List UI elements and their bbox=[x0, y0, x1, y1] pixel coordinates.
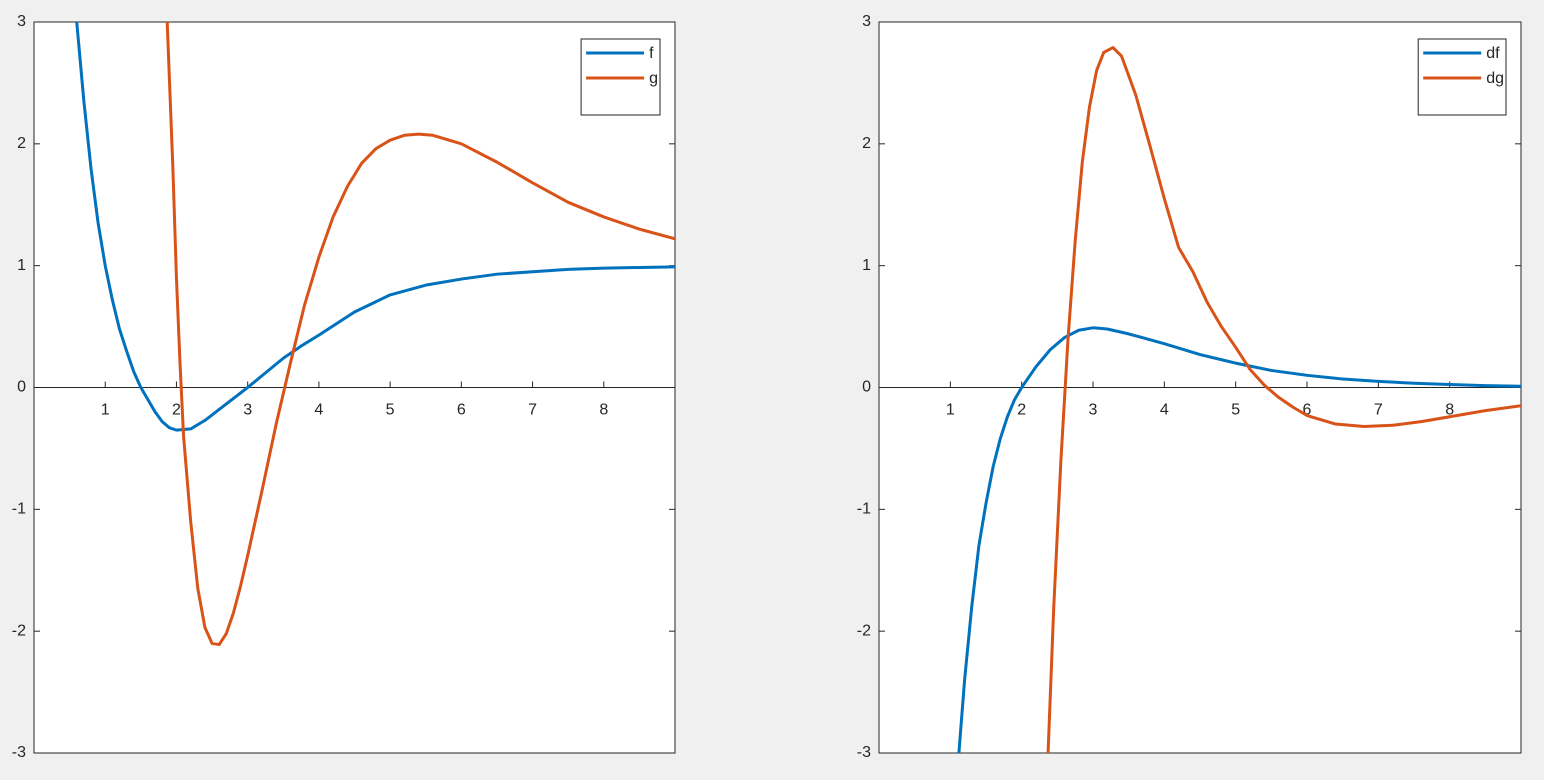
y-tick-label: -3 bbox=[12, 744, 26, 761]
x-tick-label: 6 bbox=[1303, 402, 1312, 419]
x-tick-label: 6 bbox=[457, 402, 466, 419]
legend-label: g bbox=[649, 70, 658, 87]
plot-lines bbox=[957, 46, 1521, 753]
axes: -3 -2 -1 0 1 2 3 1 2 3 4 5 6 7 8 fg bbox=[12, 13, 676, 761]
series-line bbox=[1046, 46, 1521, 753]
plot-lines bbox=[75, 22, 675, 647]
x-tick-label: 1 bbox=[946, 402, 955, 419]
y-tick-label: 2 bbox=[862, 135, 871, 152]
x-tick-label: 2 bbox=[172, 402, 181, 419]
series-line bbox=[165, 22, 675, 647]
x-tick-label: 2 bbox=[1017, 402, 1026, 419]
legend-label: f bbox=[649, 45, 654, 62]
legend-label: df bbox=[1486, 45, 1500, 62]
y-tick-label: 0 bbox=[17, 379, 26, 396]
series-line bbox=[957, 326, 1521, 753]
x-tick-label: 7 bbox=[1374, 402, 1383, 419]
y-tick-label: 0 bbox=[862, 379, 871, 396]
legend: df dg bbox=[1417, 38, 1507, 116]
x-tick-label: 1 bbox=[101, 402, 110, 419]
series-line bbox=[75, 22, 675, 432]
legend-label: dg bbox=[1486, 70, 1504, 87]
y-tick-label: -1 bbox=[12, 501, 26, 518]
y-tick-label: 2 bbox=[17, 135, 26, 152]
x-tick-label: 4 bbox=[314, 402, 323, 419]
x-tick-label: 8 bbox=[599, 402, 608, 419]
x-tick-label: 3 bbox=[1089, 402, 1098, 419]
y-tick-label: -2 bbox=[857, 622, 871, 639]
x-tick-label: 5 bbox=[1231, 402, 1240, 419]
y-tick-label: -1 bbox=[857, 501, 871, 518]
x-tick-label: 3 bbox=[243, 402, 252, 419]
x-tick-label: 8 bbox=[1445, 402, 1454, 419]
y-tick-label: -2 bbox=[12, 622, 26, 639]
axes: -3 -2 -1 0 1 2 3 1 2 3 4 5 6 7 8 df dg bbox=[857, 13, 1522, 761]
x-tick-label: 4 bbox=[1160, 402, 1169, 419]
y-tick-label: 1 bbox=[862, 257, 871, 274]
x-tick-label: 5 bbox=[386, 402, 395, 419]
x-tick-label: 7 bbox=[528, 402, 537, 419]
y-tick-label: 1 bbox=[17, 257, 26, 274]
legend: fg bbox=[580, 38, 661, 116]
y-tick-label: 3 bbox=[17, 13, 26, 30]
y-tick-label: 3 bbox=[862, 13, 871, 30]
y-tick-label: -3 bbox=[857, 744, 871, 761]
